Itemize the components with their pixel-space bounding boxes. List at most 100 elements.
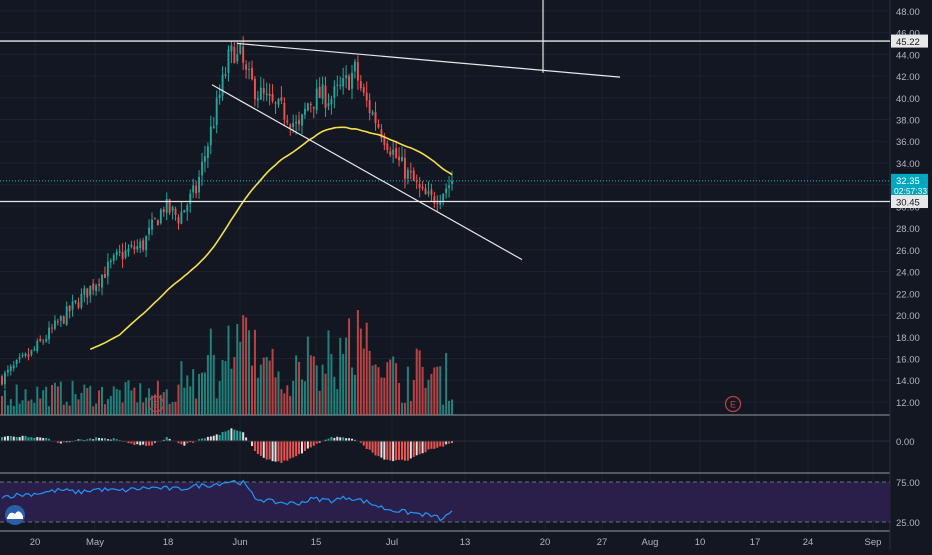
macd-bar	[236, 430, 239, 441]
candle-body	[242, 46, 245, 63]
macd-bar	[177, 441, 180, 444]
macd-bar	[112, 438, 115, 441]
candle-body	[101, 274, 103, 288]
volume-bar	[136, 402, 139, 415]
time-tick-label: 24	[803, 537, 814, 548]
volume-bar	[336, 389, 339, 415]
macd-bar	[80, 439, 83, 441]
macd-bar	[342, 437, 345, 441]
candle-body	[83, 288, 86, 295]
volume-bar	[212, 354, 215, 415]
volume-bar	[406, 366, 409, 415]
macd-bar	[18, 437, 21, 441]
volume-bar	[1, 395, 3, 415]
macd-bar	[292, 441, 295, 458]
time-tick-label: 13	[460, 537, 471, 548]
candle-body	[265, 93, 268, 96]
volume-bar	[201, 372, 203, 415]
macd-bar	[180, 441, 183, 445]
macd-bar	[115, 439, 118, 441]
macd-bar	[333, 437, 336, 441]
volume-bar	[412, 380, 415, 415]
volume-bar	[127, 380, 130, 415]
macd-bar	[318, 441, 321, 443]
candle-body	[71, 301, 74, 310]
candle-body	[151, 219, 153, 230]
candle-body	[92, 283, 95, 290]
candle-body	[183, 209, 186, 213]
time-tick-label: 20	[30, 537, 41, 548]
macd-bar	[215, 434, 218, 441]
volume-bar	[301, 379, 303, 415]
time-tick-label: May	[86, 537, 104, 548]
volume-bar	[109, 395, 112, 415]
candle-body	[392, 149, 395, 155]
volume-bar	[409, 401, 412, 415]
volume-bar	[103, 404, 106, 415]
candle-body	[68, 305, 71, 312]
volume-bar	[324, 373, 327, 415]
volume-bar	[374, 364, 377, 415]
volume-bar	[203, 372, 206, 415]
volume-bar	[18, 403, 21, 415]
volume-bar	[392, 356, 395, 415]
candle-body	[233, 46, 236, 64]
volume-bar	[227, 325, 230, 415]
volume-bar	[318, 390, 321, 415]
volume-bar	[180, 361, 183, 415]
volume-bar	[98, 390, 101, 415]
macd-bar	[445, 441, 448, 445]
macd-bar	[233, 429, 236, 441]
candle-body	[295, 121, 298, 124]
candle-body	[348, 76, 351, 91]
macd-bar	[245, 437, 248, 441]
volume-bar	[65, 401, 68, 415]
macd-bar	[306, 441, 309, 449]
candle-body	[21, 355, 24, 357]
macd-bar	[45, 437, 48, 441]
volume-bar	[389, 359, 392, 415]
candle-body	[412, 170, 415, 181]
volume-bar	[383, 377, 386, 415]
candle-body	[248, 68, 251, 70]
candle-body	[24, 353, 27, 356]
candle-body	[148, 227, 151, 235]
volume-bar	[242, 315, 245, 415]
volume-bar	[168, 403, 171, 415]
candle-body	[286, 120, 289, 123]
current-price-label: 32.35	[896, 176, 920, 187]
macd-bar	[330, 436, 333, 441]
volume-bar	[248, 330, 251, 415]
volume-bar	[395, 363, 398, 415]
volume-bar	[315, 365, 318, 415]
time-tick-label: 10	[695, 537, 706, 548]
volume-bar	[303, 381, 306, 415]
volume-bar	[224, 361, 227, 415]
macd-bar	[130, 441, 133, 444]
time-tick-label: Aug	[642, 537, 659, 548]
candle-body	[121, 251, 124, 260]
macd-bar	[127, 441, 130, 444]
rsi-line	[1, 479, 453, 522]
macd-bar	[286, 441, 289, 461]
candle-body	[421, 186, 424, 189]
macd-bar	[206, 436, 209, 441]
macd-bar	[380, 441, 383, 458]
candle-body	[333, 86, 336, 98]
macd-bar	[12, 436, 15, 441]
macd-bar	[386, 441, 389, 460]
macd-bar	[277, 441, 280, 462]
macd-bar	[303, 441, 306, 451]
candle-body	[312, 106, 315, 109]
macd-bar	[256, 441, 259, 454]
earnings-marker	[147, 395, 165, 413]
volume-bar	[377, 367, 380, 415]
volume-bar	[59, 381, 62, 415]
volume-bar	[265, 357, 268, 415]
macd-bar	[36, 437, 39, 441]
volume-bar	[159, 394, 162, 415]
volume-bar	[348, 318, 351, 415]
volume-bar	[195, 398, 198, 415]
